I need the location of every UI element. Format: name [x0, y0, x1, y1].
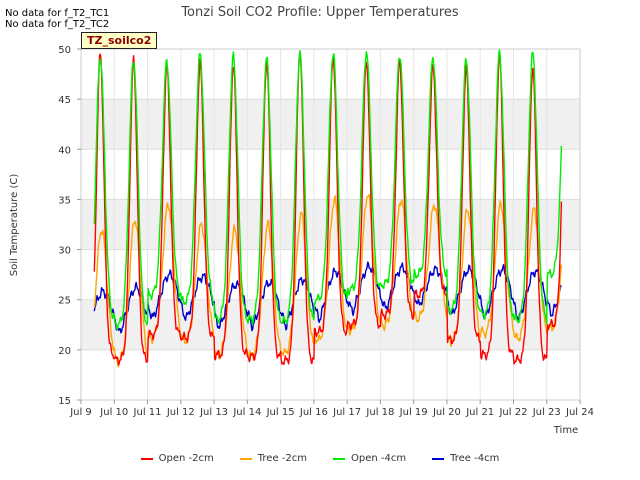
y-axis-ticks: 15 20 25 30 35 40 45 50 [58, 45, 81, 407]
y-tick-label: 50 [58, 45, 71, 56]
y-tick-label: 30 [58, 246, 71, 257]
x-tick-label: Jul 13 [199, 407, 228, 418]
y-axis-label: Soil Temperature (C) [9, 174, 20, 277]
x-tick-label: Jul 14 [232, 407, 261, 418]
x-tick-label: Jul 9 [69, 407, 92, 418]
legend-item-tree-4cm[interactable]: Tree -4cm [432, 453, 499, 464]
legend: Open -2cm Tree -2cm Open -4cm Tree -4cm [0, 453, 640, 464]
x-tick-label: Jul 18 [365, 407, 394, 418]
plot-band [81, 299, 580, 350]
x-tick-label: Jul 11 [133, 407, 162, 418]
legend-label: Tree -4cm [450, 453, 500, 464]
legend-item-tree-2cm[interactable]: Tree -2cm [239, 453, 307, 464]
y-tick-label: 45 [58, 95, 71, 106]
x-tick-label: Jul 15 [266, 407, 295, 418]
x-tick-label: Jul 24 [565, 407, 594, 418]
legend-swatch [239, 457, 252, 460]
no-data-message-1: No data for f_T2_TC1 [5, 8, 110, 19]
y-tick-label: 25 [58, 296, 71, 307]
legend-swatch [140, 457, 153, 460]
x-tick-label: Jul 12 [166, 407, 195, 418]
legend-swatch [432, 457, 445, 460]
legend-item-open-2cm[interactable]: Open -2cm [140, 453, 214, 464]
chart-title: Tonzi Soil CO2 Profile: Upper Temperatur… [180, 5, 459, 20]
x-axis-label: Time [553, 425, 578, 436]
legend-swatch [333, 457, 345, 460]
series-line-open-2cm [93, 53, 563, 366]
y-tick-label: 20 [58, 346, 71, 357]
legend-label: Open -2cm [158, 453, 214, 464]
legend-item-open-4cm[interactable]: Open -4cm [333, 453, 406, 464]
x-tick-label: Jul 21 [465, 407, 494, 418]
x-axis-ticks: Jul 9 Jul 10 Jul 11 Jul 12 Jul 13 Jul 14 Jul 1… [69, 400, 594, 418]
legend-label: Open -4cm [351, 453, 407, 464]
site-badge[interactable]: TZ_soilco2 [81, 32, 158, 49]
x-tick-label: Jul 23 [532, 407, 561, 418]
series-lines [93, 48, 563, 368]
x-tick-label: Jul 10 [99, 407, 128, 418]
x-tick-label: Jul 19 [399, 407, 428, 418]
y-tick-label: 40 [58, 145, 71, 156]
x-tick-label: Jul 20 [432, 407, 461, 418]
x-tick-label: Jul 22 [498, 407, 527, 418]
y-tick-label: 15 [58, 396, 71, 407]
legend-label: Tree -2cm [257, 453, 307, 464]
plot-frame [80, 48, 581, 401]
y-tick-label: 35 [58, 195, 71, 206]
x-tick-label: Jul 16 [299, 407, 328, 418]
series-line-open-4cm [93, 48, 563, 330]
no-data-message-2: No data for f_T2_TC2 [5, 19, 110, 30]
x-tick-label: Jul 17 [332, 407, 361, 418]
